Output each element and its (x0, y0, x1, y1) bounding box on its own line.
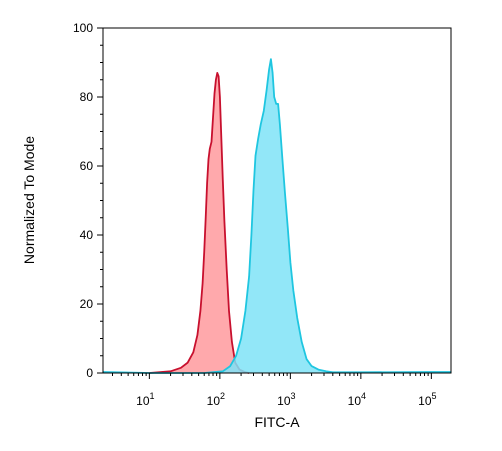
x-tick-label: 103 (277, 391, 295, 408)
y-axis: 0 20 40 60 80 100 (73, 21, 103, 380)
y-tick-label: 100 (73, 21, 93, 35)
series-layer (102, 58, 451, 374)
y-tick-label: 20 (80, 297, 94, 311)
x-tick-label: 101 (136, 391, 154, 408)
series-1-line (149, 72, 250, 374)
x-axis: 101 102 103 104 105 (111, 373, 437, 408)
x-tick-label: 104 (348, 391, 366, 408)
x-axis-title: FITC-A (254, 414, 300, 430)
series-1-area (149, 72, 250, 374)
y-axis-title: Normalized To Mode (21, 136, 37, 264)
y-tick-label: 40 (80, 228, 94, 242)
y-tick-label: 80 (80, 90, 94, 104)
x-tick-label: 102 (207, 391, 225, 408)
series-2-area (103, 59, 451, 373)
x-tick-label: 105 (418, 391, 436, 408)
y-tick-label: 60 (80, 159, 94, 173)
series-2-line (102, 58, 451, 374)
y-tick-label: 0 (86, 366, 93, 380)
